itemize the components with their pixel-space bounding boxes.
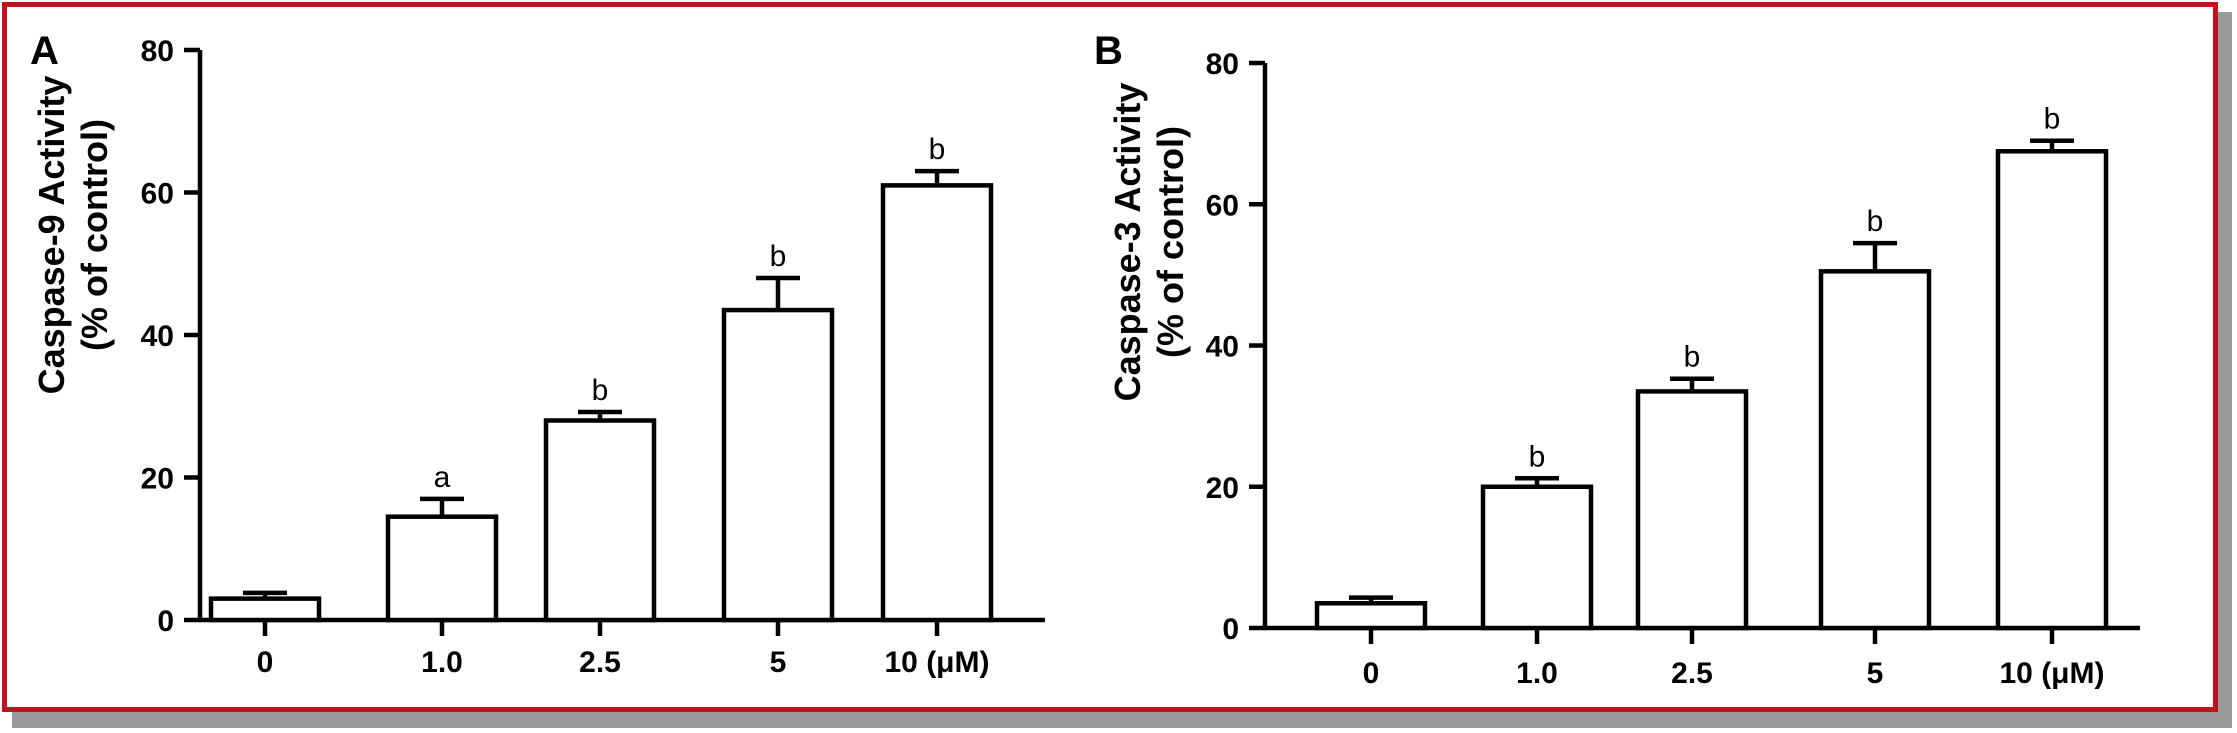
y-axis-title-a-line1: Caspase-9 Activity	[31, 76, 72, 395]
panel-a: A Caspase-9 Activity (% of control) 0 20 4…	[30, 29, 1045, 679]
bar-b	[1314, 601, 1428, 631]
y-axis-title-a-line2: (% of control)	[74, 119, 115, 351]
significance-label-b: b	[1867, 205, 1884, 238]
x-tick-label-b: 0	[1363, 657, 1380, 690]
x-tick-label-b: 1.0	[1516, 657, 1558, 690]
significance-label-a: a	[434, 461, 451, 494]
y-tick-label-b: 0	[1222, 613, 1239, 646]
x-tick-label-a: 10 (μM)	[884, 646, 989, 679]
x-tick-label-a: 5	[770, 646, 787, 679]
x-tick-label-a: 0	[257, 646, 274, 679]
significance-label-b: b	[1529, 440, 1546, 473]
x-tick-label-b: 10 (μM)	[1999, 657, 2104, 690]
y-tick-label-a: 0	[157, 605, 174, 638]
x-tick-label-a: 2.5	[579, 646, 621, 679]
x-tick-label-b: 2.5	[1671, 657, 1713, 690]
y-tick-label-b: 20	[1206, 472, 1239, 505]
y-axis-title-b-line2: (% of control)	[1150, 126, 1191, 358]
y-axis-title-b-line1: Caspase-3 Activity	[1107, 83, 1148, 402]
significance-label-b: b	[2044, 103, 2061, 136]
panel-letter-a: A	[30, 29, 59, 73]
bar-b	[1480, 484, 1594, 631]
y-tick-label-a: 40	[141, 320, 174, 353]
y-tick-label-b: 40	[1206, 331, 1239, 364]
y-tick-label-a: 80	[141, 35, 174, 68]
panel-b: B Caspase-3 Activity (% of control) 0 20 4…	[1094, 29, 2140, 690]
significance-label-a: b	[592, 374, 609, 407]
bar-a	[385, 514, 499, 623]
y-tick-label-b: 80	[1206, 48, 1239, 81]
bar-a	[880, 183, 994, 623]
bar-b	[1995, 149, 2109, 631]
significance-label-a: b	[770, 240, 787, 273]
y-tick-label-a: 20	[141, 463, 174, 496]
x-tick-label-b: 5	[1867, 657, 1884, 690]
bar-a	[208, 596, 322, 623]
bar-a	[543, 418, 657, 623]
bar-b	[1635, 389, 1749, 631]
y-tick-label-b: 60	[1206, 189, 1239, 222]
y-tick-label-a: 60	[141, 178, 174, 211]
significance-label-a: b	[929, 133, 946, 166]
significance-label-b: b	[1684, 341, 1701, 374]
bar-a	[721, 307, 835, 623]
bar-b	[1818, 269, 1932, 631]
panel-letter-b: B	[1094, 29, 1123, 73]
x-tick-label-a: 1.0	[421, 646, 463, 679]
